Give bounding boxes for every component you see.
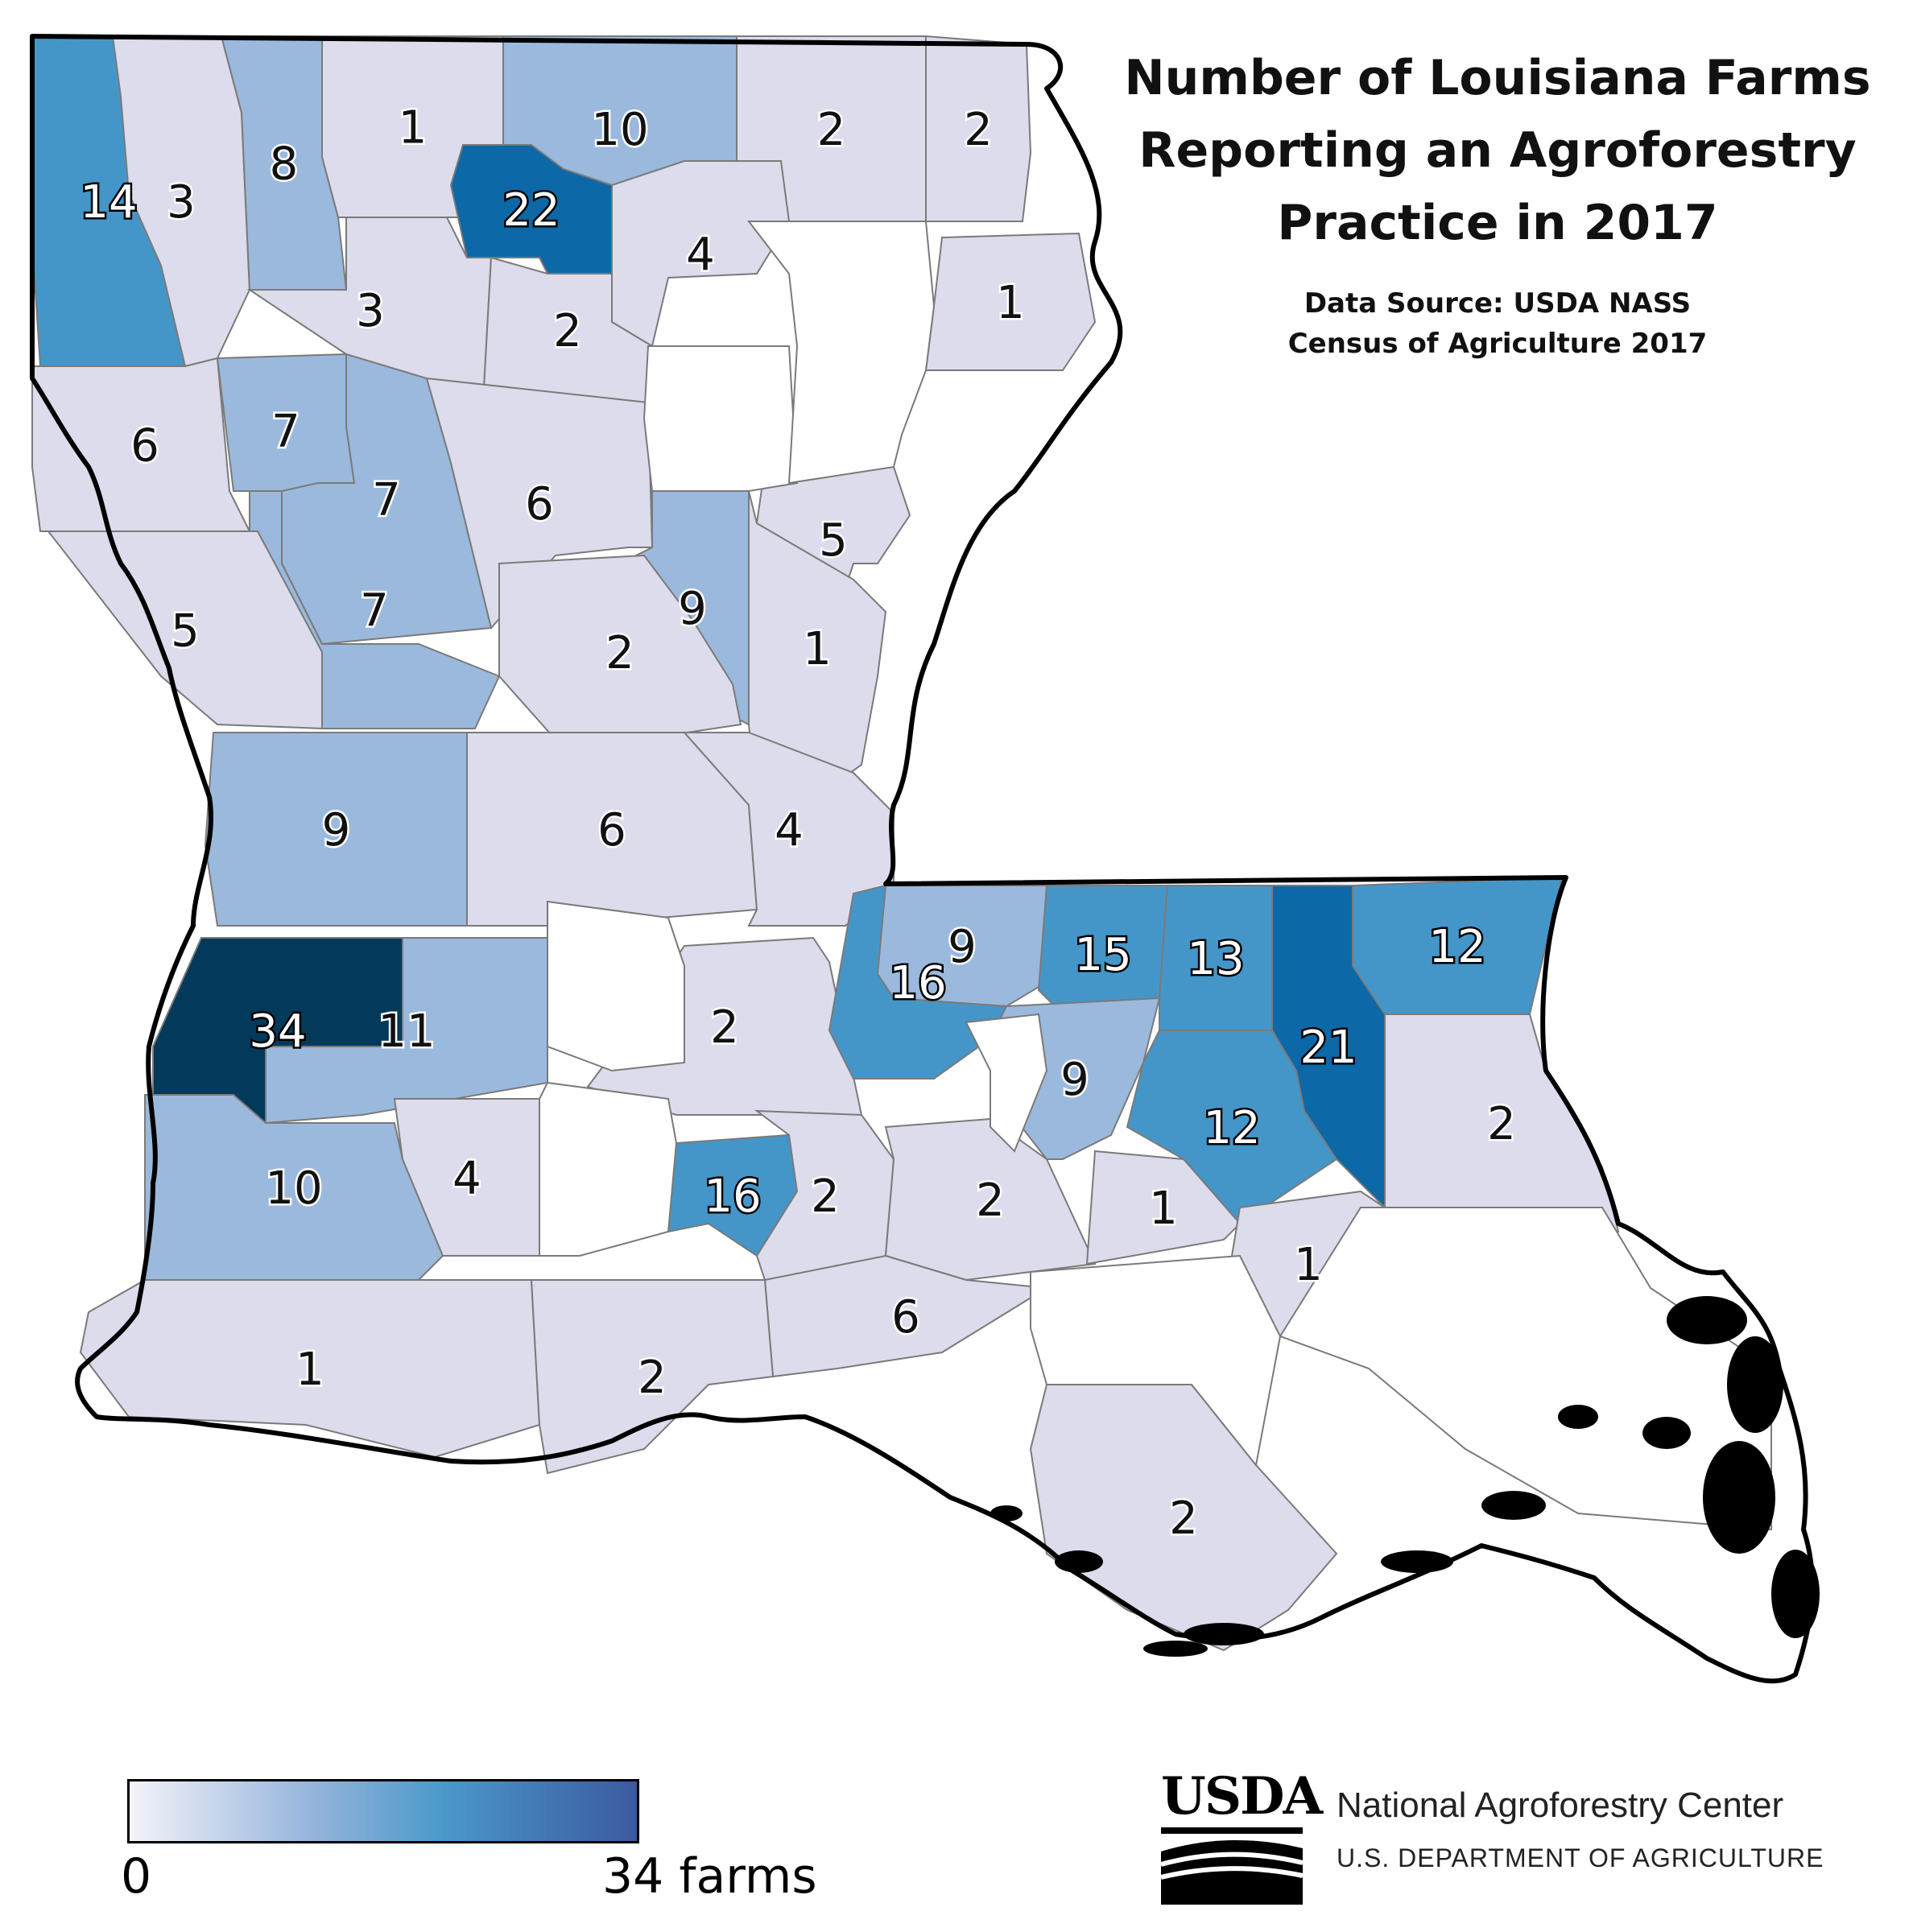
parish-count-label: 2 (710, 1001, 739, 1054)
parish-count-label: 1 (399, 102, 428, 155)
parish-no-data (547, 900, 685, 1072)
parish-count-label: 8 (270, 138, 299, 191)
parish-count-label: 5 (819, 514, 848, 567)
parish-count-label: 9 (1060, 1054, 1089, 1106)
legend-min-label: 0 (121, 1848, 152, 1905)
org-name: National Agroforestry Center (1337, 1785, 1784, 1825)
parish-no-data (1279, 1207, 1772, 1531)
parish-count-label: 16 (889, 957, 946, 1009)
data-source: Data Source: USDA NASS Census of Agricul… (1192, 283, 1804, 364)
parish-count-label: 2 (964, 104, 993, 156)
parish-count-label: 22 (502, 184, 560, 237)
parish-count-label: 2 (811, 1170, 840, 1223)
parish-area (1085, 1150, 1242, 1265)
usda-swoosh-icon (1160, 1827, 1304, 1905)
title-line-2: Reporting an Agroforestry (1138, 122, 1857, 179)
parish-area (763, 1254, 1050, 1378)
parish-area (498, 554, 742, 750)
parish-count-label: 2 (1169, 1492, 1198, 1545)
parish-no-data (539, 1081, 678, 1257)
parish-count-label: 6 (597, 804, 626, 857)
parish-count-label: 16 (704, 1170, 761, 1223)
parish-count-label: 10 (591, 104, 648, 156)
parish-count-label: 13 (1187, 933, 1244, 985)
state-outline (30, 34, 1815, 1684)
parish-count-label: 2 (638, 1352, 667, 1404)
parish-count-label: 1 (996, 277, 1025, 329)
parish-count-label: 2 (1487, 1098, 1516, 1150)
parish-count-label: 21 (1299, 1022, 1357, 1074)
map-title: Number of Louisiana Farms Reporting an A… (1071, 42, 1913, 259)
parish-count-label: 1 (803, 623, 832, 675)
usda-logo: USDA (1161, 1766, 1323, 1827)
parish-count-label: 4 (775, 804, 804, 857)
parish-count-label: 9 (678, 583, 707, 635)
parish-count-label: 12 (1428, 921, 1485, 973)
parish-count-label: 10 (265, 1162, 322, 1215)
parish-count-label: 14 (80, 176, 137, 229)
org-department: U.S. DEPARTMENT OF AGRICULTURE (1337, 1843, 1824, 1872)
parish-count-label: 9 (322, 804, 351, 857)
parish-count-label: 2 (553, 305, 582, 357)
parish-count-label: 34 (249, 1005, 306, 1058)
source-line-1: Data Source: USDA NASS (1304, 287, 1692, 320)
parish-count-label: 11 (378, 1005, 435, 1058)
parish-area (393, 1098, 540, 1257)
parish-count-label: 2 (976, 1174, 1005, 1227)
parish-count-label: 4 (452, 1153, 481, 1205)
parish-count-label: 7 (372, 474, 401, 526)
parish-no-data (746, 221, 936, 485)
parish-count-label: 5 (171, 605, 200, 658)
parish-count-label: 6 (525, 478, 554, 530)
title-line-1: Number of Louisiana Farms (1124, 50, 1871, 106)
parish-count-label: 3 (356, 285, 385, 337)
parish-layer (31, 35, 1772, 1652)
parish-count-label: 2 (817, 104, 846, 156)
parish-count-label: 2 (605, 627, 634, 679)
parish-count-label: 7 (271, 406, 300, 458)
parish-count-label: 1 (1149, 1183, 1178, 1235)
parish-count-label: 12 (1203, 1102, 1260, 1154)
legend-color-ramp (127, 1779, 639, 1843)
parish-count-label: 4 (686, 229, 715, 281)
parish-area (46, 530, 323, 730)
parish-count-label: 9 (948, 921, 977, 973)
parish-count-label: 6 (891, 1291, 920, 1344)
delta-islands (990, 1296, 1820, 1657)
title-line-3: Practice in 2017 (1277, 195, 1718, 251)
parish-area (1126, 1030, 1338, 1225)
parish-count-label: 1 (1294, 1239, 1323, 1291)
parish-no-data (965, 1013, 1048, 1153)
parish-no-data (642, 345, 799, 492)
parish-area (204, 732, 468, 927)
parish-count-label: 1 (295, 1344, 324, 1396)
parish-no-data (1030, 1254, 1282, 1468)
parish-count-label: 3 (167, 176, 196, 229)
parish-count-label: 15 (1074, 929, 1131, 981)
legend-max-label: 34 farms (602, 1848, 817, 1905)
parish-count-label: 7 (360, 585, 389, 638)
parish-count-label: 6 (130, 420, 159, 473)
source-line-2: Census of Agriculture 2017 (1287, 328, 1708, 360)
